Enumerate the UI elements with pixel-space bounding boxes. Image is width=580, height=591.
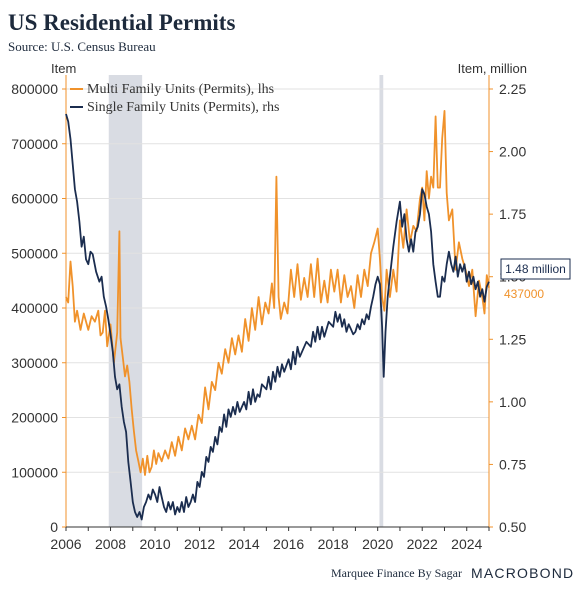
right-tick-label-7: 2.25 <box>499 81 526 97</box>
x-tick-label-7: 2020 <box>362 536 393 552</box>
axes: 0 100000 200000 300000 400000 500000 600000 700… <box>11 75 526 552</box>
right-tick-label-0: 0.50 <box>499 519 526 535</box>
right-tick-label-6: 2.00 <box>499 144 526 160</box>
x-tick-label-3: 2012 <box>184 536 215 552</box>
legend-label-multi: Multi Family Units (Permits), lhs <box>87 82 274 97</box>
macrobond-logo: MACROBOND <box>471 565 574 581</box>
right-tick-label-1: 0.75 <box>499 456 526 472</box>
left-tick-label-3: 300000 <box>11 355 58 371</box>
left-tick-label-0: 0 <box>50 519 58 535</box>
gridlines <box>66 88 489 473</box>
chart-title: US Residential Permits <box>8 10 235 35</box>
x-tick-label-1: 2008 <box>95 536 126 552</box>
left-tick-label-8: 800000 <box>11 81 58 97</box>
left-tick-label-7: 700000 <box>11 136 58 152</box>
left-tick-label-6: 600000 <box>11 191 58 207</box>
left-tick-label-4: 400000 <box>11 300 58 316</box>
x-tick-label-0: 2006 <box>50 536 81 552</box>
x-tick-label-8: 2022 <box>407 536 438 552</box>
right-tick-label-3: 1.25 <box>499 331 526 347</box>
left-tick-label-2: 200000 <box>11 410 58 426</box>
series-line-single <box>65 113 490 521</box>
series-line-multi <box>65 110 490 476</box>
x-tick-label-2: 2010 <box>139 536 170 552</box>
shaded-periods <box>108 75 384 527</box>
right-tick-label-5: 1.75 <box>499 206 526 222</box>
x-tick-label-9: 2024 <box>451 536 482 552</box>
x-tick-label-4: 2014 <box>229 536 260 552</box>
series-lines <box>65 110 490 521</box>
footer-credit: Marquee Finance By Sagar <box>331 566 462 580</box>
left-tick-label-1: 100000 <box>11 464 58 480</box>
legend: Multi Family Units (Permits), lhs Single… <box>70 82 280 115</box>
left-axis-label: Item <box>51 61 76 76</box>
x-tick-label-5: 2016 <box>273 536 304 552</box>
end-label-multi: 437000 <box>504 287 544 301</box>
chart-source: Source: U.S. Census Bureau <box>8 39 156 54</box>
legend-label-single: Single Family Units (Permits), rhs <box>87 100 280 115</box>
x-tick-label-6: 2018 <box>318 536 349 552</box>
right-tick-label-2: 1.00 <box>499 394 526 410</box>
end-label-single-box: 1.48 million <box>500 258 571 280</box>
left-tick-label-5: 500000 <box>11 245 58 261</box>
right-axis-label: Item, million <box>458 61 527 76</box>
end-label-single: 1.48 million <box>505 262 566 276</box>
